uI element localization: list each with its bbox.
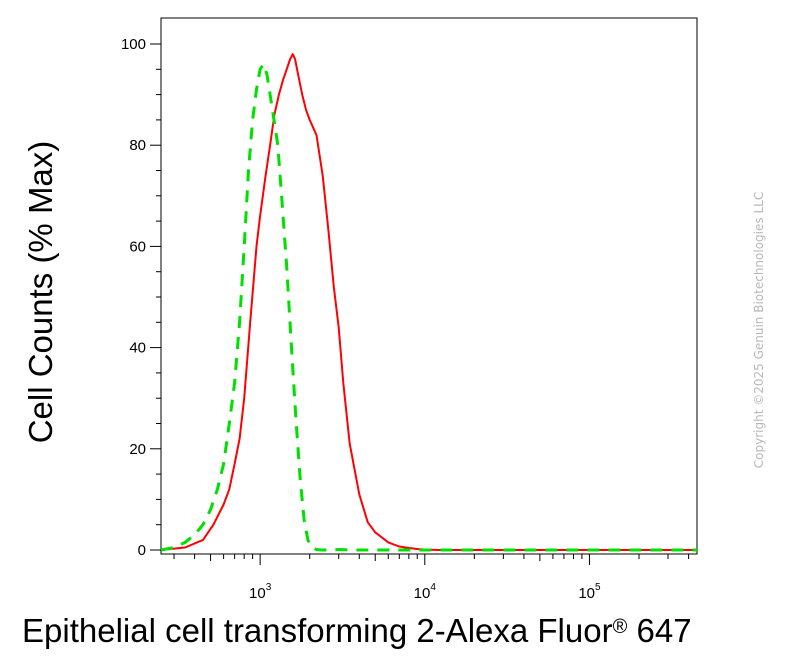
x-axis-title-text: Epithelial cell transforming 2-Alexa Flu… — [22, 612, 613, 649]
y-tick-label: 100 — [121, 36, 146, 53]
x-axis: 103 104 105 — [173, 554, 690, 602]
copyright-watermark: Copyright ©2025 Genuin Biotechnologies L… — [752, 191, 766, 469]
plot-frame — [160, 17, 698, 555]
y-axis: 0 20 40 60 80 100 — [121, 36, 161, 559]
y-tick-label: 80 — [129, 137, 146, 154]
y-tick-label: 20 — [129, 441, 146, 458]
x-axis-title: Epithelial cell transforming 2-Alexa Flu… — [22, 612, 692, 650]
x-tick-label: 104 — [414, 582, 437, 602]
green-dashed-histogram-line — [160, 62, 697, 552]
x-axis-title-suffix: 647 — [627, 612, 692, 649]
y-tick-label: 60 — [129, 238, 146, 255]
x-tick-label: 105 — [578, 582, 601, 602]
y-tick-label: 0 — [138, 542, 146, 559]
registered-mark: ® — [612, 616, 628, 638]
x-tick-label: 103 — [249, 582, 272, 602]
y-axis-title: Cell Counts (% Max) — [22, 140, 59, 444]
y-tick-label: 40 — [129, 340, 146, 357]
series-layer — [160, 53, 697, 552]
red-solid-histogram-line — [160, 53, 697, 551]
